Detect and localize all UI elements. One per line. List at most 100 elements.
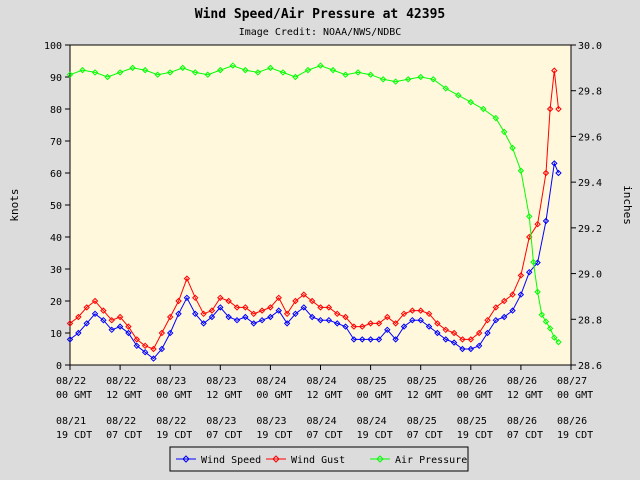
- air-pressure-point: [91, 69, 99, 76]
- wind-gust-point: [409, 307, 416, 314]
- wind-speed-point: [492, 316, 500, 324]
- wind-gust-point: [91, 297, 99, 305]
- wind-gust-point: [150, 345, 157, 353]
- x-tick-gmt-date: 08/24: [256, 376, 286, 387]
- wind-speed-point: [400, 323, 408, 330]
- y-right-tick-label: 28.6: [578, 361, 602, 372]
- wind-gust-point: [475, 329, 483, 337]
- x-tick-local-time: 19 CDT: [557, 430, 593, 441]
- wind-speed-point: [233, 316, 241, 324]
- legend-label-wind-gust: Wind Gust: [291, 455, 345, 466]
- air-pressure-point: [551, 334, 558, 341]
- wind-gust-point: [258, 307, 266, 314]
- air-pressure-point: [317, 62, 324, 69]
- wind-gust-point: [192, 294, 199, 302]
- air-pressure-point: [229, 62, 237, 69]
- air-pressure-point: [404, 76, 412, 83]
- wind-speed-point: [100, 316, 107, 324]
- wind-speed-point: [183, 294, 191, 302]
- chart-title: Wind Speed/Air Pressure at 42395: [195, 7, 445, 22]
- air-pressure-point: [204, 71, 211, 78]
- wind-gust-point: [384, 313, 391, 321]
- x-tick-local-date: 08/26: [507, 416, 537, 427]
- wind-speed-point: [192, 310, 199, 318]
- air-pressure-point: [379, 76, 387, 83]
- wind-gust-point: [333, 310, 341, 318]
- wind-gust-point: [75, 313, 82, 321]
- wind-speed-point: [417, 316, 424, 324]
- wind-speed-point: [300, 304, 308, 311]
- air-pressure-point: [367, 71, 374, 78]
- y-left-tick-label: 40: [50, 233, 62, 244]
- series-layer: [66, 62, 562, 362]
- x-tick-gmt-time: 00 GMT: [256, 390, 292, 401]
- wind-gust-point: [208, 307, 216, 314]
- wind-gust-point: [283, 310, 291, 318]
- y-right-tick-label: 30.0: [578, 41, 602, 52]
- wind-gust-point: [467, 336, 475, 343]
- wind-speed-point: [484, 329, 491, 337]
- y-right-tick-label: 28.8: [578, 315, 602, 326]
- legend-marker-wind-speed: [182, 455, 190, 463]
- wind-gust-point: [492, 304, 500, 311]
- air-pressure-point: [526, 213, 533, 220]
- wind-gust-point: [141, 342, 149, 350]
- plot-area: [69, 44, 572, 366]
- y-left-tick-label: 90: [50, 73, 62, 84]
- x-tick-gmt-time: 00 GMT: [56, 390, 92, 401]
- wind-speed-point: [392, 336, 399, 343]
- wind-gust-point: [434, 320, 441, 327]
- x-tick-gmt-date: 08/26: [507, 376, 537, 387]
- wind-speed-point: [526, 268, 533, 276]
- x-tick-local-date: 08/22: [156, 416, 186, 427]
- x-tick-gmt-date: 08/26: [457, 376, 487, 387]
- wind-gust-point: [534, 220, 541, 228]
- wind-speed-point: [225, 313, 232, 321]
- wind-gust-point: [542, 169, 550, 177]
- air-pressure-point: [66, 71, 74, 78]
- wind-speed-point: [409, 316, 416, 324]
- wind-gust-point: [509, 291, 516, 298]
- air-pressure-point: [467, 98, 475, 106]
- x-tick-local-date: 08/24: [307, 416, 337, 427]
- wind-speed-point: [308, 313, 316, 321]
- wind-gust-point: [225, 297, 232, 305]
- x-tick-local-date: 08/24: [357, 416, 387, 427]
- x-tick-gmt-date: 08/22: [56, 376, 86, 387]
- wind-gust-point: [555, 105, 562, 113]
- x-tick-gmt-time: 12 GMT: [407, 390, 443, 401]
- wind-gust-point: [308, 297, 316, 305]
- wind-speed-point: [342, 323, 349, 330]
- wind-speed-point: [367, 336, 374, 343]
- x-tick-gmt-date: 08/23: [206, 376, 236, 387]
- wind-speed-point: [116, 323, 124, 330]
- air-pressure-point: [267, 64, 274, 72]
- air-pressure-point: [442, 85, 449, 92]
- wind-speed-point: [141, 348, 149, 356]
- wind-speed-point: [350, 336, 358, 343]
- air-pressure-point: [141, 66, 149, 74]
- air-pressure-line: [69, 65, 559, 343]
- legend-box: [169, 446, 469, 472]
- y-right-tick-label: 29.2: [578, 224, 602, 235]
- y-axis-left: 0 10 20 30 40 50 60 70 80 90 100: [44, 41, 70, 372]
- y-left-tick-label: 100: [44, 41, 62, 52]
- wind-speed-point: [325, 316, 333, 324]
- wind-gust-point: [484, 316, 491, 324]
- legend-marker-air-pressure: [376, 455, 384, 463]
- wind-speed-point: [475, 342, 483, 350]
- legend: Wind Speed Wind Gust Air Pressure: [169, 446, 469, 472]
- y-axis-left-label: knots: [8, 188, 21, 221]
- wind-speed-point: [542, 217, 550, 225]
- y-left-tick-label: 60: [50, 169, 62, 180]
- x-tick-local-time: 07 CDT: [307, 430, 343, 441]
- y-axis-right-label: inches: [621, 185, 634, 225]
- wind-gust-point: [233, 304, 241, 311]
- x-tick-local-time: 19 CDT: [56, 430, 92, 441]
- x-tick-gmt-time: 12 GMT: [106, 390, 142, 401]
- wind-gust-point: [417, 307, 424, 314]
- wind-speed-point: [384, 326, 391, 334]
- wind-gust-point: [425, 310, 433, 318]
- wind-speed-point: [242, 313, 249, 321]
- wind-speed-point: [442, 336, 449, 343]
